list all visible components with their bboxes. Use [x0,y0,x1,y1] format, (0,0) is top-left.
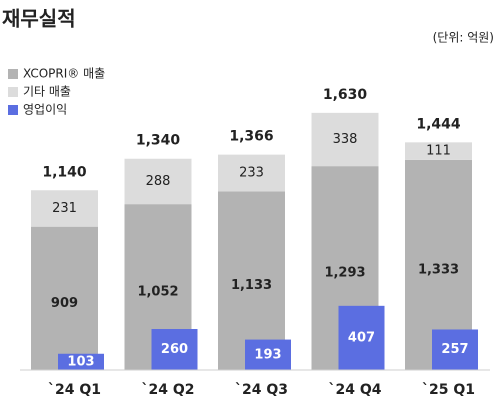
profit-label: 193 [254,347,281,362]
x-tick-label: `24 Q2 [142,382,195,398]
profit-bar [338,305,385,370]
total-label: 1,444 [416,116,461,132]
x-tick-label: `24 Q1 [48,382,101,398]
total-label: 1,366 [229,129,273,145]
data-label: 233 [239,165,264,180]
legend-label: XCOPRI® 매출 [23,67,105,81]
x-tick-label: `25 Q1 [422,382,475,398]
bar-segment [405,142,472,160]
data-label: 909 [51,296,78,311]
data-label: 111 [426,144,451,159]
profit-bar [151,329,198,370]
bar-segment [124,158,192,205]
data-label: 338 [333,132,358,147]
chart-title: 재무실적 [2,7,76,31]
total-label: 1,140 [42,164,87,180]
legend-label: 기타 매출 [23,85,71,99]
x-tick-label: `24 Q3 [235,382,288,398]
unit-label: (단위: 억원) [433,31,494,45]
legend-swatch [8,69,18,79]
legend-swatch [8,105,18,115]
data-label: 1,133 [231,278,272,293]
x-tick-label: `24 Q4 [329,382,382,398]
bar-segment [311,112,379,167]
profit-label: 257 [441,342,468,357]
profit-bar [245,339,291,370]
data-label: 1,333 [418,262,459,277]
total-label: 1,630 [323,87,368,103]
data-label: 1,293 [324,266,365,281]
legend-label: 영업이익 [23,103,67,117]
bar-segment [31,190,98,227]
data-label: 231 [52,201,77,216]
profit-label: 103 [67,354,94,369]
data-label: 1,052 [137,285,178,300]
profit-label: 407 [348,330,375,345]
bar-segment [31,226,98,370]
bar-segment [218,154,285,192]
profit-bar [432,329,478,370]
legend-swatch [8,87,18,97]
total-label: 1,340 [136,133,181,149]
profit-label: 260 [161,342,188,357]
profit-bar [58,353,104,370]
data-label: 288 [146,174,171,189]
